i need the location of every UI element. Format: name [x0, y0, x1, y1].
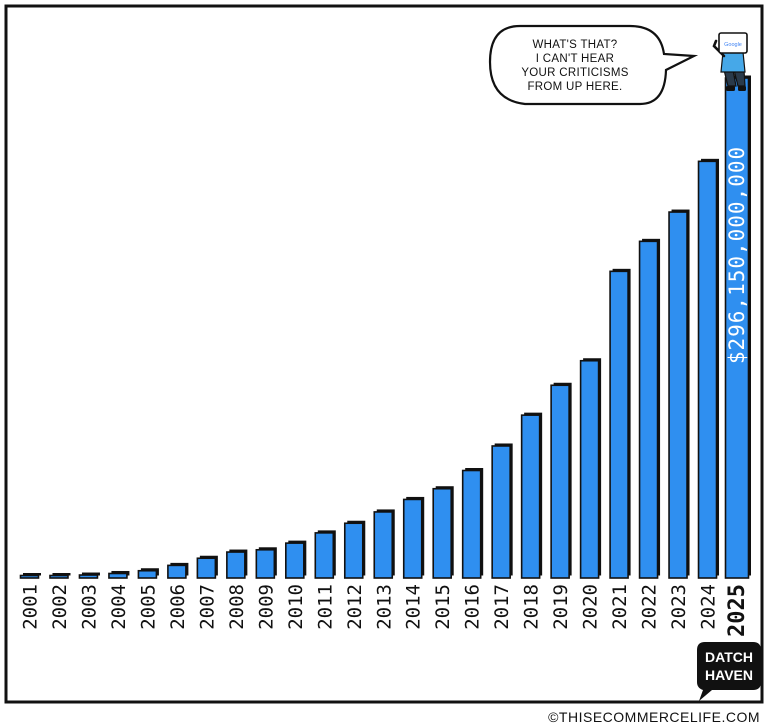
- highlight-value-label: $296,150,000,000: [725, 146, 749, 364]
- year-label-2017: 2017: [491, 584, 513, 630]
- bar-2008: [226, 549, 248, 579]
- year-label-2025: 2025: [725, 584, 750, 637]
- year-label-2014: 2014: [403, 584, 425, 630]
- brand-line-2: HAVEN: [705, 667, 753, 683]
- laptop-head-character-icon: Google: [712, 32, 748, 91]
- brand-line-1: DATCH: [705, 649, 753, 665]
- year-label-2003: 2003: [78, 584, 100, 630]
- bar-2009: [255, 547, 277, 579]
- year-label-2021: 2021: [609, 584, 631, 630]
- bar-2019: [550, 382, 572, 579]
- year-label-2008: 2008: [226, 584, 248, 630]
- bar-2003: [78, 572, 100, 579]
- year-label-2023: 2023: [668, 584, 690, 630]
- bar-2007: [196, 555, 218, 579]
- year-label-2020: 2020: [580, 584, 602, 630]
- year-label-2019: 2019: [550, 584, 572, 630]
- bar-2010: [285, 540, 307, 579]
- bar-2025: [724, 75, 751, 579]
- bar-2006: [167, 562, 189, 579]
- bar-2015: [432, 486, 454, 579]
- speech-line-1: WHAT'S THAT?: [532, 39, 617, 51]
- bar-2021: [609, 268, 631, 579]
- laptop-screen-logo: Google: [724, 42, 742, 48]
- year-label-2001: 2001: [20, 584, 42, 630]
- year-label-2009: 2009: [255, 584, 277, 630]
- year-label-2018: 2018: [521, 584, 543, 630]
- year-label-2015: 2015: [432, 584, 454, 630]
- year-label-2016: 2016: [462, 584, 484, 630]
- year-label-2004: 2004: [108, 584, 130, 630]
- year-label-2011: 2011: [314, 584, 336, 630]
- bar-2024: [697, 158, 720, 579]
- bar-2014: [402, 496, 425, 579]
- speech-bubble: WHAT'S THAT? I CAN'T HEAR YOUR CRITICISM…: [488, 24, 699, 106]
- bar-2004: [108, 570, 130, 579]
- year-label-2006: 2006: [167, 584, 189, 630]
- bar-2022: [638, 238, 661, 579]
- year-label-2005: 2005: [137, 584, 159, 630]
- bar-2002: [49, 573, 71, 579]
- year-label-2024: 2024: [698, 584, 720, 630]
- bar-2013: [373, 509, 395, 579]
- year-label-2013: 2013: [373, 584, 395, 630]
- credit-text: ©THISECOMMERCELIFE.COM: [548, 709, 760, 725]
- bar-2005: [137, 568, 159, 579]
- bars-group: [19, 75, 751, 579]
- bar-2020: [579, 358, 602, 579]
- year-labels-group: 2001 2002 2003 2004 2005 2006 2007 2008 2009 2010…: [20, 584, 751, 637]
- bar-2001: [19, 573, 41, 579]
- bar-2016: [461, 468, 484, 579]
- year-label-2007: 2007: [196, 584, 218, 630]
- bar-2018: [520, 412, 543, 579]
- year-label-2012: 2012: [344, 584, 366, 630]
- bar-2012: [343, 520, 366, 579]
- speech-line-2: I CAN'T HEAR: [536, 53, 614, 65]
- bar-2017: [491, 443, 513, 579]
- bar-2011: [314, 530, 336, 579]
- datch-haven-logo: DATCH HAVEN: [697, 642, 761, 701]
- speech-line-4: FROM UP HERE.: [527, 81, 622, 93]
- year-label-2002: 2002: [49, 584, 71, 630]
- year-label-2022: 2022: [639, 584, 661, 630]
- panel-border: [4, 4, 764, 704]
- bar-2023: [668, 209, 690, 579]
- speech-line-3: YOUR CRITICISMS: [521, 67, 628, 79]
- year-label-2010: 2010: [285, 584, 307, 630]
